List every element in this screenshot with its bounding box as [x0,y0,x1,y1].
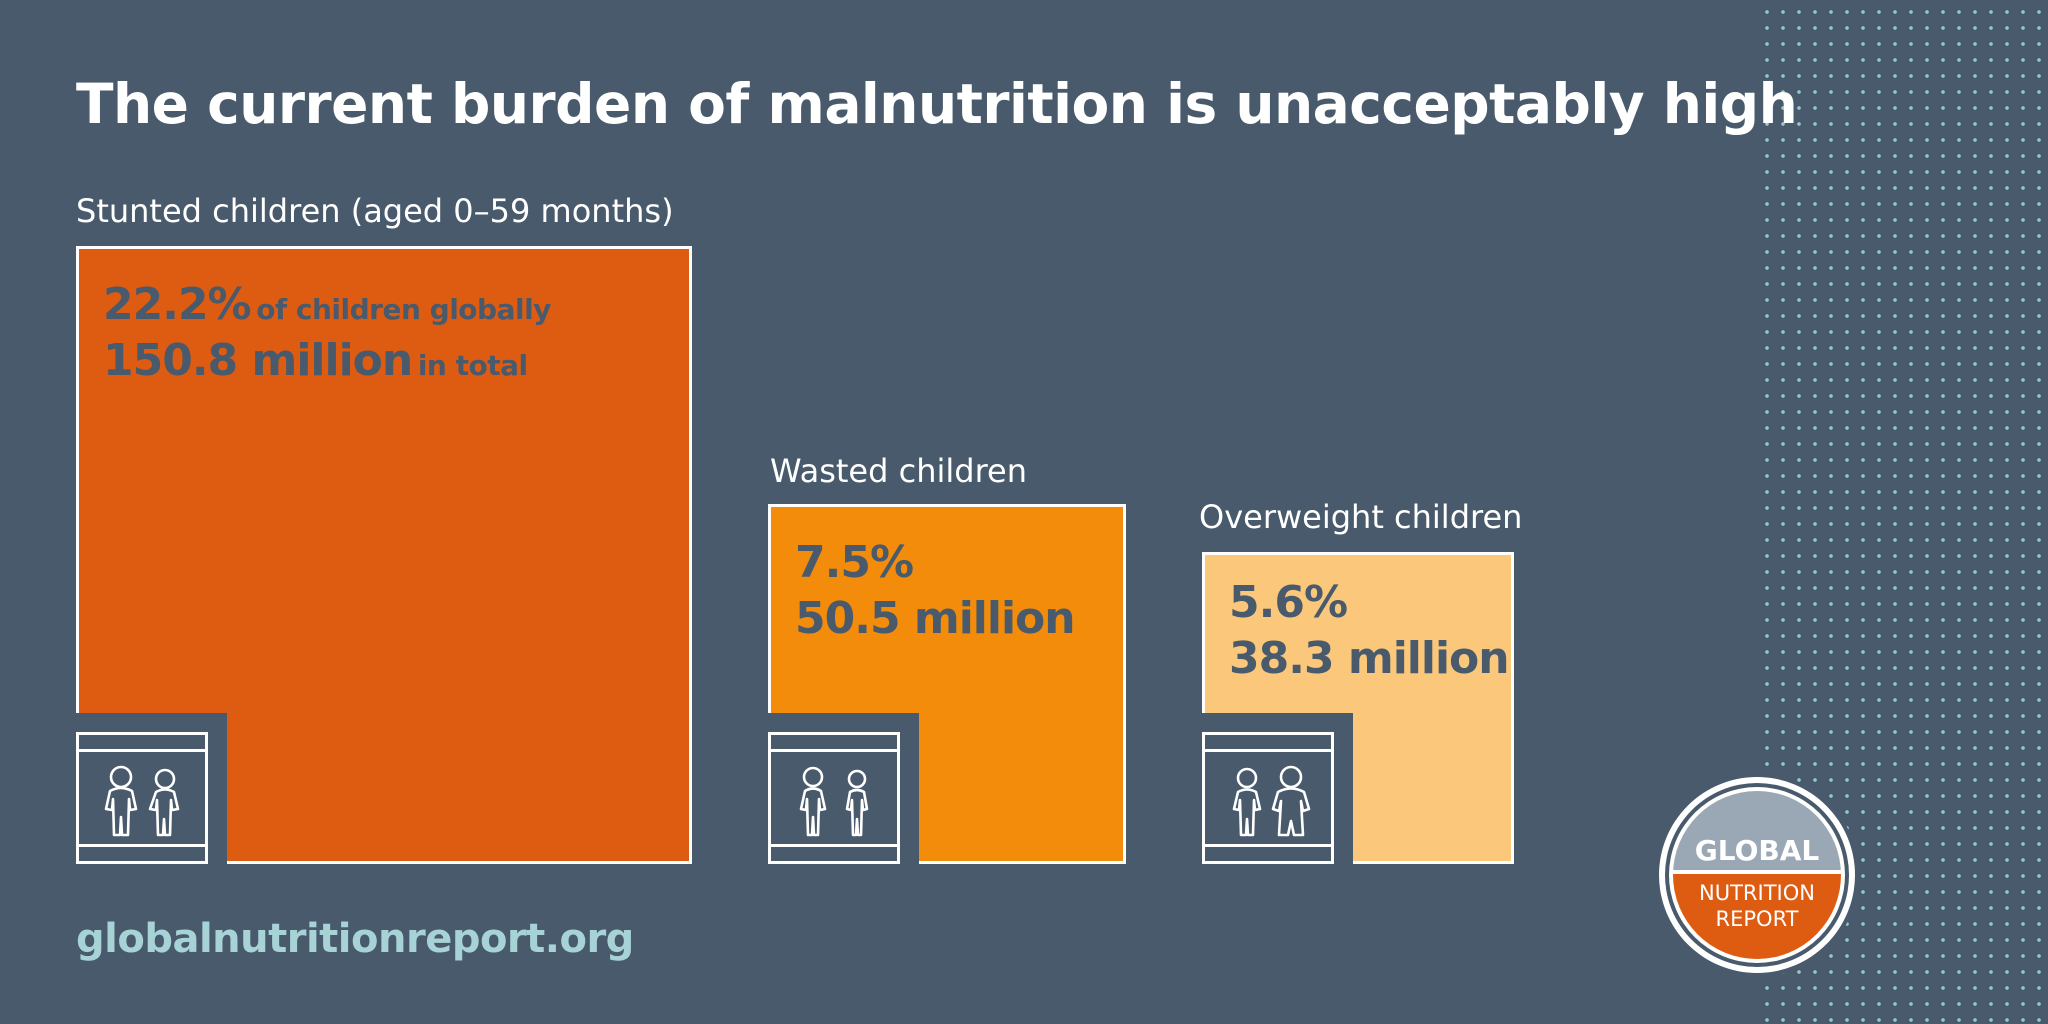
overweight-label: Overweight children [1199,498,1523,536]
stunted-pct-note: of children globally [256,293,551,326]
overweight-pct-line: 5.6% [1229,577,1348,628]
wasted-total-line: 50.5 million [795,593,1076,644]
two-children-icon [1232,765,1311,837]
two-children-icon [104,765,180,837]
stunted-pct-line: 22.2% of children globally [103,279,551,330]
stunted-total: 150.8 million [103,335,413,386]
wasted-label: Wasted children [770,452,1027,490]
logo-nutrition: NUTRITION [1699,881,1815,905]
wasted-icon-frame [768,732,900,864]
overweight-total: 38.3 million [1229,633,1510,684]
overweight-total-line: 38.3 million [1229,633,1510,684]
stunted-bar: 22.2% of children globally 150.8 million… [76,246,692,864]
icon-notch [76,713,227,864]
two-children-icon [799,766,869,837]
website-url[interactable]: globalnutritionreport.org [76,916,634,962]
stunted-total-line: 150.8 million in total [103,335,528,386]
global-nutrition-report-logo: GLOBAL NUTRITION REPORT [1655,773,1859,977]
stunted-label: Stunted children (aged 0–59 months) [76,192,674,230]
icon-notch [768,713,919,864]
overweight-icon-frame [1202,732,1334,864]
wasted-pct-line: 7.5% [795,537,914,588]
page-title: The current burden of malnutrition is un… [76,72,1798,136]
logo-global: GLOBAL [1695,834,1820,867]
wasted-bar: 7.5% 50.5 million [768,504,1126,864]
logo-report: REPORT [1716,907,1799,931]
wasted-pct: 7.5% [795,537,914,588]
stunted-icon-frame [76,732,208,864]
icon-notch [1202,713,1353,864]
wasted-total: 50.5 million [795,593,1076,644]
stunted-pct: 22.2% [103,279,252,330]
stunted-total-note: in total [417,349,528,382]
overweight-pct: 5.6% [1229,577,1348,628]
